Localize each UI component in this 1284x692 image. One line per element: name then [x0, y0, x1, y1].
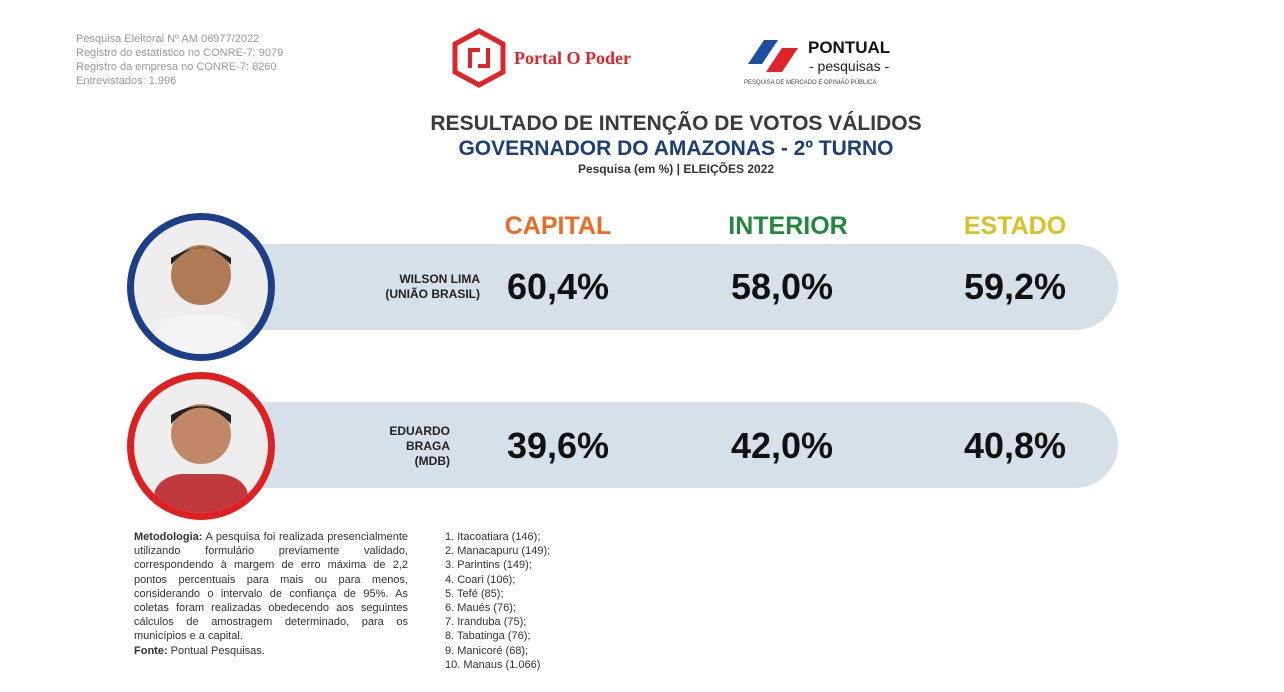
pontual-mark-icon	[748, 40, 798, 72]
candidate-row-bar	[250, 402, 1118, 488]
value-capital: 39,6%	[506, 425, 610, 466]
logo-sub: - pesquisas -	[809, 58, 890, 74]
person-avatar-icon	[154, 245, 248, 354]
source-text: Pontual Pesquisas.	[167, 644, 265, 657]
list-item: 9. Manicoré (68);	[445, 644, 529, 657]
name-line: WILSON LIMA	[399, 272, 480, 286]
candidate-name: EDUARDO BRAGA (MDB)	[340, 424, 450, 469]
meta-line: Registro do estatístico no CONRE-7: 9079	[76, 47, 284, 59]
list-item: 3. Parintins (149);	[445, 559, 532, 572]
candidate-photo	[127, 372, 275, 520]
list-item: 8. Tabatinga (76);	[445, 630, 531, 643]
methodology-label: Metodologia:	[134, 531, 203, 543]
town-sample-list: 1. Itacoatiara (146); 2. Manacapuru (149…	[445, 530, 550, 672]
list-item: 6. Maués (76);	[445, 602, 516, 615]
chart-title: RESULTADO DE INTENÇÃO DE VOTOS VÁLIDOS	[430, 112, 922, 135]
candidate-photo	[127, 213, 275, 361]
name-line: (MDB)	[414, 454, 450, 468]
candidate-name: WILSON LIMA (UNIÃO BRASIL)	[370, 272, 480, 302]
value-estado: 40,8%	[963, 425, 1067, 466]
logo-text: Portal O Poder	[514, 47, 631, 68]
logo-title: PONTUAL	[808, 38, 891, 57]
person-avatar-icon	[154, 404, 248, 513]
chart-caption: Pesquisa (em %) | ELEIÇÕES 2022	[577, 162, 775, 176]
column-header-interior: INTERIOR	[728, 212, 848, 240]
source-label: Fonte:	[134, 644, 168, 657]
name-line: (UNIÃO BRASIL)	[385, 287, 480, 301]
value-interior: 58,0%	[730, 266, 834, 307]
column-header-capital: CAPITAL	[504, 212, 612, 240]
value-interior: 42,0%	[730, 425, 834, 466]
candidate-row-bar	[250, 244, 1118, 330]
list-item: 4. Coari (106);	[445, 573, 516, 586]
list-item: 5. Tefé (85);	[445, 587, 504, 600]
list-item: 7. Iranduba (75);	[445, 616, 527, 629]
survey-meta: Pesquisa Eleitoral Nº AM 06977/2022 Regi…	[76, 32, 283, 88]
value-capital: 60,4%	[506, 266, 610, 307]
name-line: EDUARDO	[389, 424, 450, 438]
portal-o-poder-logo: Portal O Poder	[452, 28, 631, 88]
name-line: BRAGA	[406, 439, 450, 453]
meta-line: Entrevistados: 1.996	[76, 75, 177, 87]
methodology-body: A pesquisa foi realizada presencialmente…	[134, 531, 408, 643]
meta-line: Pesquisa Eleitoral Nº AM 06977/2022	[76, 33, 260, 45]
list-item: 2. Manacapuru (149);	[445, 545, 551, 558]
list-item: 1. Itacoatiara (146);	[445, 531, 541, 543]
column-header-estado: ESTADO	[963, 212, 1067, 240]
value-estado: 59,2%	[963, 266, 1067, 307]
pontual-logo: PONTUAL - pesquisas - PESQUISA DE MERCAD…	[744, 34, 891, 86]
list-item: 10. Manaus (1.066)	[445, 658, 541, 671]
chart-subtitle: GOVERNADOR DO AMAZONAS - 2º TURNO	[458, 137, 894, 160]
methodology-text: Metodologia: A pesquisa foi realizada pr…	[134, 530, 408, 658]
meta-line: Registro da empresa no CONRE-7: 8260	[76, 61, 277, 73]
hexagon-logo-icon	[452, 28, 506, 88]
logo-tagline: PESQUISA DE MERCADO E OPINIÃO PÚBLICA	[744, 80, 877, 86]
